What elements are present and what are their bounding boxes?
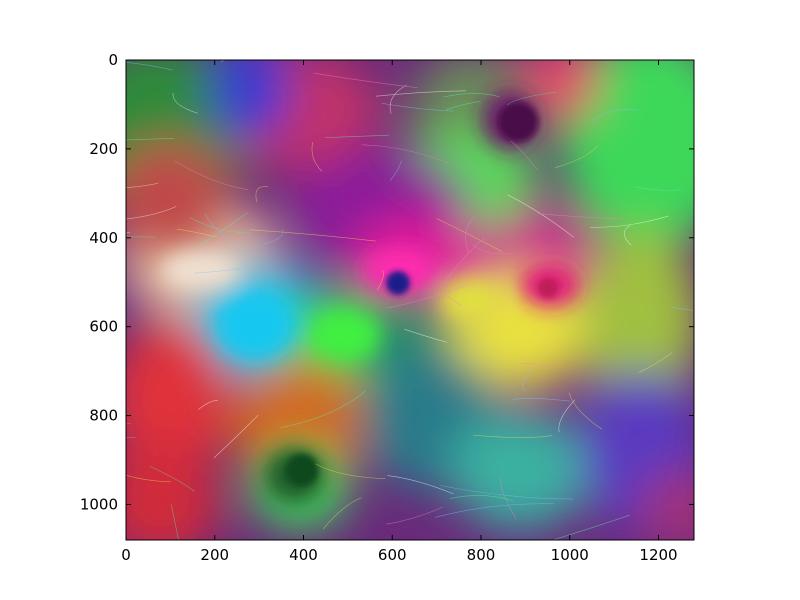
y-tick-label: 1000 (80, 495, 118, 513)
whisker-stroke (126, 293, 127, 294)
x-tick-label: 600 (378, 546, 407, 564)
whisker-stroke (445, 101, 481, 111)
image-area (126, 60, 694, 540)
whisker-stroke (262, 229, 284, 245)
y-tick-label: 200 (89, 140, 118, 158)
whisker-stroke (204, 212, 249, 250)
whisker-stroke (361, 144, 450, 164)
whisker-stroke (404, 328, 448, 343)
whisker-stroke (551, 514, 630, 540)
whisker-stroke (126, 474, 171, 483)
whisker-stroke (568, 392, 603, 430)
whisker-stroke (196, 212, 248, 248)
whisker-strokes (126, 60, 694, 540)
whisker-stroke (126, 182, 159, 188)
y-tick-label: 400 (89, 229, 118, 247)
whisker-stroke (213, 414, 259, 459)
whisker-stroke (435, 503, 555, 518)
x-tick-label: 200 (200, 546, 229, 564)
whisker-stroke (590, 215, 669, 228)
y-tick-label: 600 (89, 318, 118, 336)
x-tick-label: 0 (121, 546, 131, 564)
x-tick-label: 1000 (551, 546, 589, 564)
whisker-stroke (444, 293, 462, 307)
whisker-stroke (255, 186, 269, 203)
whisker-stroke (149, 465, 195, 492)
whisker-stroke (592, 109, 638, 122)
whisker-stroke (325, 134, 389, 138)
whisker-stroke (519, 363, 551, 368)
whisker-stroke (126, 236, 156, 238)
whisker-stroke (386, 506, 444, 525)
whisker-stroke (473, 434, 553, 438)
whisker-stroke (126, 437, 136, 438)
whisker-stroke (381, 102, 454, 112)
whisker-stroke (126, 62, 173, 71)
whisker-stroke (198, 400, 218, 410)
x-tick-label: 800 (467, 546, 496, 564)
whisker-stroke (510, 140, 538, 171)
whisker-stroke (670, 306, 694, 311)
whisker-stroke (506, 91, 557, 106)
whisker-stroke (389, 160, 402, 181)
whisker-stroke (176, 228, 217, 238)
y-tick-label: 800 (89, 407, 118, 425)
whisker-stroke (507, 194, 575, 238)
x-tick-label: 400 (289, 546, 318, 564)
whisker-stroke (315, 463, 386, 480)
color-blobs (126, 60, 694, 540)
y-axis: 0 200 400 600 800 1000 (80, 51, 694, 513)
whisker-stroke (635, 186, 682, 191)
eyes (286, 102, 558, 486)
whisker-stroke (537, 213, 622, 220)
whisker-stroke (436, 218, 503, 252)
whisker-stroke (449, 495, 514, 502)
whisker-stroke (313, 72, 418, 89)
whisker-stroke (170, 504, 179, 540)
whisker-stroke (376, 270, 384, 291)
whisker-stroke (555, 145, 598, 168)
whisker-stroke (513, 398, 570, 402)
whisker-stroke (250, 229, 376, 242)
whisker-stroke (465, 217, 475, 253)
y-tick-label: 0 (108, 51, 118, 69)
whisker-stroke (126, 422, 131, 425)
whisker-stroke (439, 485, 574, 500)
whisker-stroke (322, 497, 362, 530)
whisker-stroke (443, 93, 500, 98)
whisker-stroke (189, 217, 251, 234)
whisker-stroke (279, 390, 366, 429)
whisker-stroke (623, 225, 632, 246)
whisker-stroke (558, 399, 576, 433)
whisker-stroke (387, 475, 454, 495)
whisker-stroke (389, 84, 407, 114)
whisker-stroke (311, 141, 323, 172)
whisker-stroke (172, 92, 198, 114)
whisker-stroke (220, 60, 227, 62)
whisker-stroke (194, 268, 244, 274)
whisker-stroke (522, 366, 534, 392)
whisker-stroke (638, 352, 673, 373)
whisker-stroke (126, 206, 177, 220)
whisker-stroke (387, 284, 468, 309)
whisker-stroke (126, 138, 175, 141)
plot-frame (125, 59, 695, 541)
whisker-stroke (443, 237, 485, 283)
x-axis: 0 200 400 600 800 1000 1200 (121, 60, 678, 564)
x-tick-label: 1200 (639, 546, 677, 564)
whisker-stroke (376, 90, 466, 97)
whisker-stroke (174, 160, 248, 190)
whisker-stroke (500, 477, 517, 520)
